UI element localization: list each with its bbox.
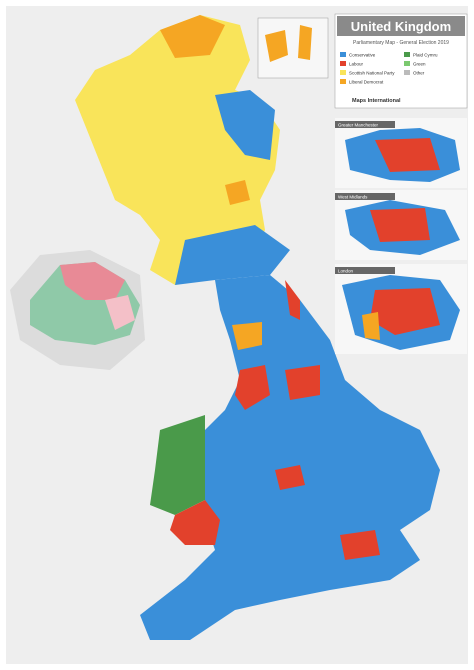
legend-swatch <box>404 70 410 75</box>
lakes-libdem <box>232 322 262 350</box>
legend-label: Labour <box>349 62 364 67</box>
england-lab-nw <box>235 365 270 410</box>
wales-plaid <box>150 415 205 515</box>
scotland-con <box>215 90 275 160</box>
legend-swatch <box>340 79 346 84</box>
scotland-libdem <box>160 15 225 58</box>
ni-dup <box>60 262 125 300</box>
publisher: Maps International <box>352 98 401 104</box>
subtitle: Parliamentary Map - General Election 201… <box>353 40 449 46</box>
legend-swatch <box>340 52 346 57</box>
inset-label-bg <box>335 193 395 200</box>
legend-label: Green <box>413 62 426 67</box>
ni-alliance <box>105 295 135 330</box>
shetland <box>298 25 312 60</box>
legend: Conservative Labour Scottish National Part… <box>340 52 438 85</box>
legend-label: Plaid Cymru <box>413 53 438 58</box>
inset-labour <box>370 288 440 335</box>
inset-labour <box>375 138 440 172</box>
borders-con <box>175 225 290 285</box>
orkney <box>265 30 288 62</box>
inset-label: West Midlands <box>338 195 368 200</box>
inset-label-bg <box>335 121 395 128</box>
legend-label: Other <box>413 71 425 76</box>
england-lab-ne <box>285 280 300 320</box>
legend-label: Scottish National Party <box>349 71 395 76</box>
legend-label: Conservative <box>349 53 376 58</box>
legend-swatch <box>404 61 410 66</box>
inset-label: Greater Manchester <box>338 123 379 128</box>
inset-labour <box>370 208 430 242</box>
england-lab-mid <box>275 465 305 490</box>
title-band <box>337 16 465 36</box>
legend-label: Liberal Democrat <box>349 80 384 85</box>
title: United Kingdom <box>351 19 451 34</box>
inset-labels: Greater Manchester West Midlands London <box>335 121 395 274</box>
wales-lab <box>170 500 220 545</box>
scotland-libdem-2 <box>225 180 250 205</box>
inset-label: London <box>338 269 354 274</box>
legend-swatch <box>340 61 346 66</box>
legend-swatch <box>404 52 410 57</box>
legend-swatch <box>340 70 346 75</box>
inset-libdem <box>362 312 380 340</box>
scotland <box>75 15 280 285</box>
england-lab-london <box>340 530 380 560</box>
england-lab-yorks <box>285 365 320 400</box>
inset-label-bg <box>335 267 395 274</box>
